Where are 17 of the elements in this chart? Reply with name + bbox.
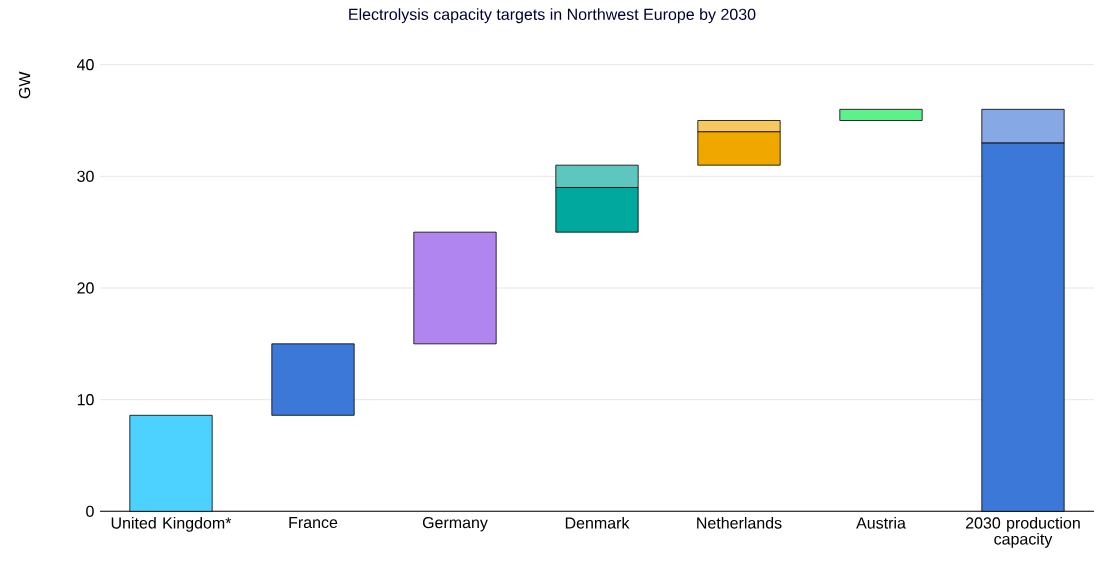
x-tick-label: United Kingdom* — [111, 516, 232, 532]
x-tick-label: Austria — [856, 516, 906, 529]
x-tick-label: France — [289, 516, 338, 528]
bar — [413, 231, 497, 345]
x-tick-label: Germany — [422, 516, 488, 532]
x-tick-label: Denmark — [565, 516, 630, 529]
x-tick-label: 2030 production capacity — [965, 516, 1080, 548]
y-tick-label: 10 — [77, 393, 94, 406]
y-tick-label: 30 — [77, 170, 94, 182]
bar — [839, 108, 923, 121]
y-tick-label: 20 — [77, 282, 94, 294]
y-axis-title: GW — [18, 71, 31, 99]
bar — [271, 343, 355, 416]
x-tick-label: Netherlands — [697, 516, 782, 529]
chart-title: Electrolysis capacity targets in Northwest Europe by 2030 — [349, 8, 756, 24]
y-tick-label: 40 — [76, 58, 94, 71]
y-tick-label: 0 — [86, 505, 94, 517]
